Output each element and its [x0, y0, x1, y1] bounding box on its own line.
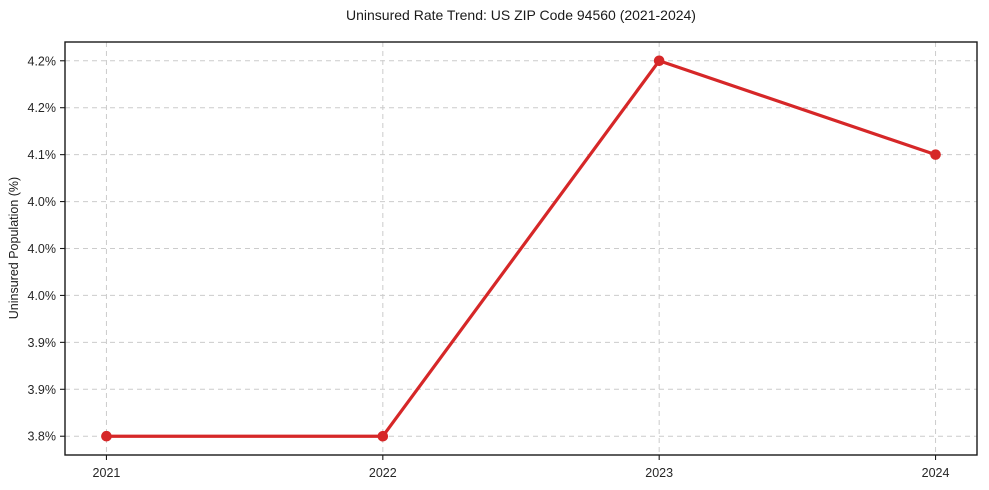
x-tick-label: 2024 — [922, 466, 950, 480]
chart-title: Uninsured Rate Trend: US ZIP Code 94560 … — [346, 7, 696, 23]
y-tick-label: 3.9% — [28, 383, 57, 397]
y-tick-label: 4.0% — [28, 242, 57, 256]
y-tick-label: 3.8% — [28, 430, 57, 444]
x-tick-label: 2022 — [369, 466, 397, 480]
y-tick-label: 3.9% — [28, 336, 57, 350]
x-tick-label: 2021 — [93, 466, 121, 480]
data-point-marker — [930, 149, 941, 160]
data-point-marker — [101, 430, 112, 442]
trend-line — [104, 59, 938, 438]
y-tick-label: 4.0% — [28, 195, 57, 209]
y-tick-label: 4.1% — [28, 148, 57, 162]
y-tick-label: 4.0% — [28, 289, 57, 303]
data-point-marker — [377, 430, 389, 442]
y-tick-label: 4.2% — [28, 54, 57, 68]
plot-border — [64, 41, 978, 456]
y-tick-label: 4.2% — [28, 101, 57, 115]
data-point-marker — [653, 55, 665, 67]
x-tick-label: 2023 — [645, 466, 673, 480]
